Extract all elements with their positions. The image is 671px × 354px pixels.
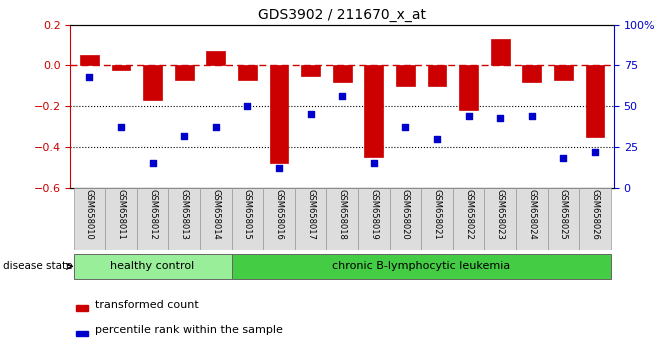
Text: healthy control: healthy control — [111, 261, 195, 272]
Bar — [295, 188, 326, 250]
Text: GSM658016: GSM658016 — [274, 189, 284, 240]
Point — [84, 74, 95, 80]
Bar — [326, 188, 358, 250]
Point — [115, 125, 126, 130]
Point — [179, 133, 190, 138]
Bar — [105, 188, 137, 250]
Bar — [333, 65, 352, 82]
Point — [431, 136, 442, 142]
Bar — [263, 188, 295, 250]
Point — [274, 165, 285, 171]
Bar — [200, 188, 231, 250]
Text: GSM658013: GSM658013 — [180, 189, 189, 240]
Bar — [396, 65, 415, 86]
Text: GSM658015: GSM658015 — [243, 189, 252, 240]
Bar — [111, 65, 130, 70]
Bar — [231, 253, 611, 279]
Bar — [516, 188, 548, 250]
Point — [211, 125, 221, 130]
Text: GSM658018: GSM658018 — [338, 189, 347, 240]
Point — [337, 93, 348, 99]
Title: GDS3902 / 211670_x_at: GDS3902 / 211670_x_at — [258, 8, 426, 22]
Bar — [554, 65, 573, 80]
Text: GSM658025: GSM658025 — [559, 189, 568, 240]
Text: GSM658026: GSM658026 — [590, 189, 599, 240]
Text: transformed count: transformed count — [95, 299, 199, 310]
Point — [147, 160, 158, 166]
Bar — [80, 55, 99, 65]
Bar — [364, 65, 383, 157]
Bar — [301, 65, 320, 76]
Bar — [459, 65, 478, 110]
Bar — [74, 188, 105, 250]
Bar — [586, 65, 605, 137]
Bar — [484, 188, 516, 250]
Bar — [390, 188, 421, 250]
Point — [368, 160, 379, 166]
Bar — [74, 253, 231, 279]
Bar — [168, 188, 200, 250]
Bar — [76, 305, 88, 311]
Point — [527, 113, 537, 119]
Bar — [238, 65, 257, 80]
Text: GSM658019: GSM658019 — [369, 189, 378, 240]
Bar — [137, 188, 168, 250]
Text: GSM658022: GSM658022 — [464, 189, 473, 240]
Text: percentile rank within the sample: percentile rank within the sample — [95, 325, 282, 335]
Bar — [491, 39, 510, 65]
Point — [495, 115, 505, 120]
Bar — [548, 188, 579, 250]
Text: GSM658011: GSM658011 — [117, 189, 125, 240]
Text: GSM658024: GSM658024 — [527, 189, 536, 240]
Point — [400, 125, 411, 130]
Bar — [270, 65, 289, 163]
Point — [463, 113, 474, 119]
Bar — [231, 188, 263, 250]
Point — [590, 149, 601, 155]
Bar — [453, 188, 484, 250]
Bar — [143, 65, 162, 100]
Text: chronic B-lymphocytic leukemia: chronic B-lymphocytic leukemia — [332, 261, 511, 272]
Bar — [358, 188, 390, 250]
Bar — [421, 188, 453, 250]
Point — [305, 112, 316, 117]
Text: GSM658012: GSM658012 — [148, 189, 157, 240]
Bar — [427, 65, 446, 86]
Bar — [174, 65, 194, 80]
Text: GSM658014: GSM658014 — [211, 189, 220, 240]
Point — [242, 103, 253, 109]
Text: GSM658017: GSM658017 — [306, 189, 315, 240]
Bar — [522, 65, 541, 82]
Bar — [206, 51, 225, 65]
Text: GSM658023: GSM658023 — [496, 189, 505, 240]
Text: GSM658020: GSM658020 — [401, 189, 410, 240]
Text: GSM658021: GSM658021 — [433, 189, 442, 240]
Text: GSM658010: GSM658010 — [85, 189, 94, 240]
Bar — [579, 188, 611, 250]
Text: disease state: disease state — [3, 261, 73, 272]
Point — [558, 155, 569, 161]
Bar — [76, 331, 88, 336]
